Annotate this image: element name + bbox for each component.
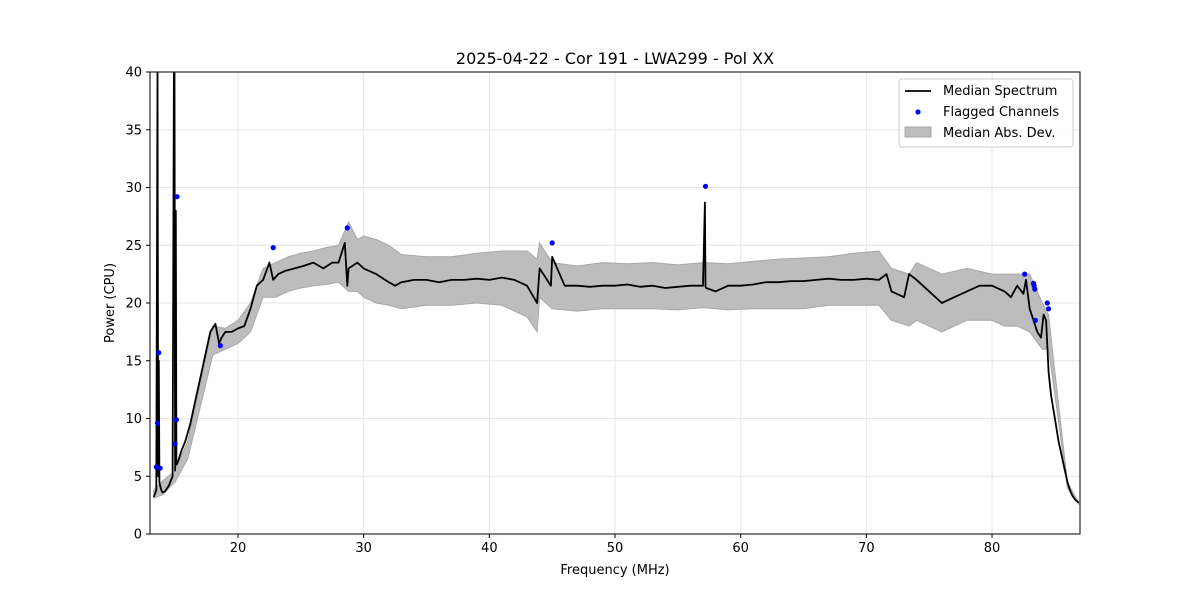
flagged-channel-point [173, 417, 179, 423]
mad-layer [153, 220, 1080, 506]
y-tick-label: 30 [125, 181, 142, 196]
flagged-channel-point [156, 350, 162, 356]
y-axis-ticks: 0 5 10 15 20 25 30 35 40 [125, 66, 150, 543]
x-tick-label: 30 [355, 541, 372, 556]
x-tick-label: 50 [607, 541, 624, 556]
flagged-channel-point [270, 245, 276, 251]
flagged-channel-point [1046, 306, 1052, 312]
flagged-channel-point [344, 225, 350, 231]
y-tick-label: 25 [125, 239, 142, 254]
legend-mad-label: Median Abs. Dev. [943, 126, 1055, 141]
flagged-channel-point [702, 183, 709, 189]
x-axis-ticks: 20 30 40 50 60 70 80 [230, 534, 1001, 556]
y-tick-label: 35 [125, 123, 142, 138]
y-tick-label: 15 [125, 354, 142, 369]
legend-median-label: Median Spectrum [943, 84, 1057, 99]
flagged-channel-point [157, 465, 163, 471]
y-tick-label: 5 [134, 470, 142, 485]
flagged-channel-point [174, 194, 180, 200]
y-tick-label: 40 [125, 66, 142, 81]
y-tick-label: 10 [125, 412, 142, 427]
flagged-channel-point [172, 441, 178, 447]
x-tick-label: 20 [230, 541, 247, 556]
flagged-channel-point [1044, 300, 1050, 306]
x-tick-label: 70 [858, 541, 875, 556]
x-tick-label: 40 [481, 541, 498, 556]
legend-mad-swatch [904, 126, 932, 138]
y-axis-label: Power (CPU) [103, 263, 118, 343]
flagged-channel-point [1022, 271, 1028, 277]
legend-box [898, 78, 1074, 148]
legend-flag-swatch [915, 109, 921, 115]
flagged-channel-point [549, 240, 555, 246]
flagged-channel-point [1032, 286, 1038, 292]
flagged-channel-point [217, 343, 223, 349]
y-tick-label: 20 [125, 297, 142, 312]
x-tick-label: 60 [732, 541, 749, 556]
legend-flag-label: Flagged Channels [943, 105, 1059, 120]
median-layer [152, 72, 1080, 504]
flagged-channel-point [1032, 317, 1038, 323]
mad-band [153, 220, 1080, 506]
x-tick-label: 80 [984, 541, 1001, 556]
flag-layer [153, 183, 1052, 471]
legend: Median Spectrum Flagged Channels Median … [898, 78, 1074, 148]
flagged-channel-point [154, 420, 161, 426]
median-spectrum-line [152, 72, 1080, 504]
chart-title: 2025-04-22 - Cor 191 - LWA299 - Pol XX [456, 49, 774, 68]
y-tick-label: 0 [134, 528, 142, 543]
x-axis-label: Frequency (MHz) [560, 563, 669, 578]
